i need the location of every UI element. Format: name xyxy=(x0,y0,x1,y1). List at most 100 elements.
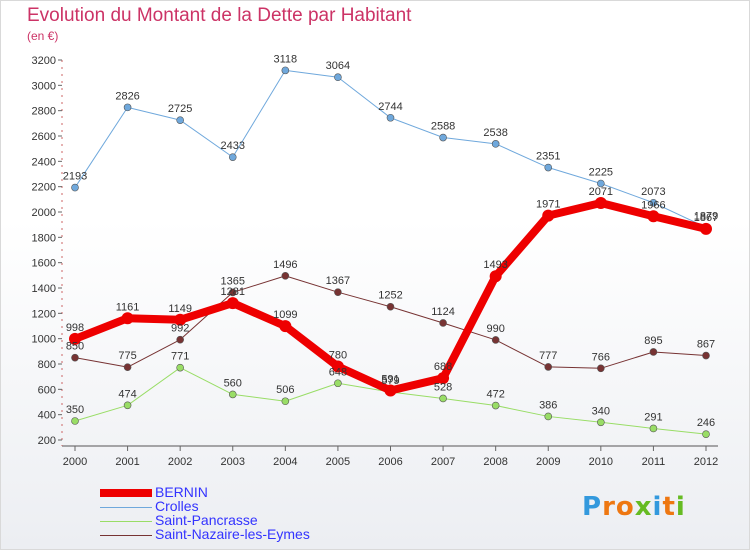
data-point xyxy=(594,197,607,210)
y-tick-label: 2800 xyxy=(32,106,56,118)
data-label: 474 xyxy=(118,388,136,400)
legend-label: Saint-Nazaire-les-Eymes xyxy=(155,526,310,542)
data-point xyxy=(228,390,237,399)
data-point xyxy=(597,418,605,427)
logo-letter: o xyxy=(615,492,635,522)
data-point xyxy=(386,113,395,122)
data-label: 771 xyxy=(171,351,189,363)
data-label: 1496 xyxy=(273,259,297,271)
y-tick-label: 1400 xyxy=(32,283,56,295)
x-tick-label: 2003 xyxy=(221,456,245,468)
data-label: 648 xyxy=(329,366,347,378)
y-tick-label: 2400 xyxy=(32,156,56,168)
data-point xyxy=(174,313,187,326)
data-point xyxy=(123,103,132,112)
data-label: 2225 xyxy=(589,167,613,179)
data-point xyxy=(226,297,239,310)
data-label: 2538 xyxy=(483,127,507,139)
legend-swatch xyxy=(100,506,152,508)
data-point xyxy=(542,209,555,222)
data-point xyxy=(334,379,342,388)
data-label: 506 xyxy=(276,384,294,396)
data-point xyxy=(281,272,290,280)
data-point xyxy=(123,401,132,410)
data-point xyxy=(386,302,395,311)
data-point xyxy=(384,384,397,397)
data-point xyxy=(700,222,712,235)
data-label: 780 xyxy=(329,350,347,362)
y-tick-label: 2000 xyxy=(32,207,56,219)
x-tick-label: 2000 xyxy=(63,456,87,468)
data-point xyxy=(69,332,81,345)
data-label: 867 xyxy=(697,339,715,351)
data-label: 1365 xyxy=(221,275,245,287)
data-point xyxy=(439,133,447,142)
data-label: 1124 xyxy=(431,306,455,318)
x-tick-label: 2006 xyxy=(378,456,402,468)
x-tick-label: 2007 xyxy=(431,456,455,468)
y-tick-label: 800 xyxy=(38,359,56,371)
data-label: 2725 xyxy=(168,103,192,115)
x-tick-label: 2009 xyxy=(536,456,560,468)
logo-letter: r xyxy=(602,492,616,522)
x-tick-label: 2012 xyxy=(694,456,718,468)
data-point xyxy=(491,401,500,410)
data-label: 2073 xyxy=(641,186,665,198)
data-label: 775 xyxy=(118,350,136,362)
data-label: 1867 xyxy=(694,212,718,224)
data-label: 766 xyxy=(592,351,610,363)
y-tick-label: 1600 xyxy=(32,258,56,270)
legend-label: BERNIN xyxy=(155,484,208,500)
data-point xyxy=(228,288,237,297)
y-tick-label: 1800 xyxy=(32,232,56,244)
data-point xyxy=(439,319,447,327)
y-tick-label: 600 xyxy=(38,384,56,396)
data-point xyxy=(649,198,658,207)
legend-label: Crolles xyxy=(155,498,199,514)
logo-letter: i xyxy=(652,492,663,522)
data-point xyxy=(281,397,290,406)
data-label: 850 xyxy=(66,341,84,353)
data-point xyxy=(228,153,237,161)
data-label: 350 xyxy=(66,404,84,416)
data-label: 528 xyxy=(434,381,452,393)
x-tick-label: 2004 xyxy=(273,456,297,468)
data-label: 1493 xyxy=(483,259,507,271)
data-point xyxy=(176,116,184,124)
data-label: 990 xyxy=(486,323,504,335)
data-point xyxy=(279,320,292,333)
data-point xyxy=(702,351,710,360)
x-tick-label: 2001 xyxy=(115,456,139,468)
data-label: 688 xyxy=(434,361,452,373)
data-point xyxy=(489,270,502,283)
data-label: 591 xyxy=(381,373,399,385)
x-tick-label: 2010 xyxy=(589,456,613,468)
chart-title: Evolution du Montant de la Dette par Hab… xyxy=(27,5,412,26)
data-point xyxy=(597,364,605,373)
data-point xyxy=(647,210,660,223)
data-point xyxy=(702,430,710,438)
data-label: 3064 xyxy=(326,60,350,72)
data-point xyxy=(491,336,500,344)
data-label: 895 xyxy=(644,335,662,347)
data-label: 2351 xyxy=(536,151,560,163)
data-label: 2433 xyxy=(221,140,245,152)
data-label: 3118 xyxy=(274,53,298,65)
data-label: 2071 xyxy=(589,186,613,198)
y-tick-label: 2200 xyxy=(32,182,56,194)
data-point xyxy=(649,424,658,433)
legend-swatch xyxy=(100,520,152,522)
legend-swatch xyxy=(100,534,152,536)
data-label: 777 xyxy=(539,350,557,362)
x-tick-label: 2008 xyxy=(483,456,507,468)
data-label: 1879 xyxy=(694,210,718,222)
legend-label: Saint-Pancrasse xyxy=(155,512,258,528)
y-tick-label: 3000 xyxy=(32,80,56,92)
y-tick-label: 2600 xyxy=(32,131,56,143)
data-point xyxy=(121,312,134,325)
y-tick-label: 1200 xyxy=(32,308,56,320)
x-tick-label: 2002 xyxy=(168,456,192,468)
data-point xyxy=(71,353,79,362)
